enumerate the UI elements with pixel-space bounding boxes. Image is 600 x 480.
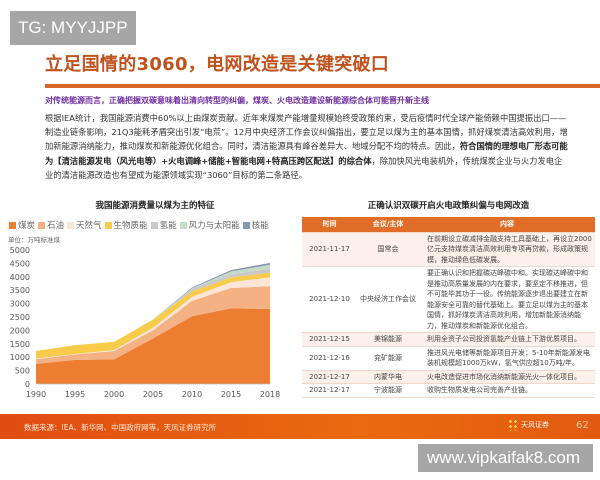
cell-meeting: 中央经济工作会议 — [360, 295, 416, 304]
legend-swatch — [150, 221, 158, 229]
cell-meeting: 兖矿能源 — [374, 353, 402, 362]
header-meeting: 会议/主体 — [357, 217, 419, 232]
y-tick-label: 2000 — [10, 326, 30, 335]
legend-label: 氢能 — [159, 221, 177, 231]
chart-title: 我国能源消费量以煤为主的特征 — [95, 201, 215, 211]
data-source: 数据来源：IEA、新华网、中国政府网等，天风证券研究所 — [24, 423, 217, 432]
y-tick-label: 1500 — [10, 340, 30, 349]
y-tick-label: 4500 — [10, 259, 30, 268]
body-text: 根据IEA统计，我国能源消费中60%以上由煤炭贡献。近年来煤炭产能增量规模始终受… — [45, 111, 570, 182]
footer-bar: 数据来源：IEA、新华网、中国政府网等，天风证券研究所 天风证券 62 — [0, 414, 600, 439]
table-row: 2021-12-16 兖矿能源 推进风光电储等新能源项目开发；5-10年新能源发电装… — [302, 346, 595, 370]
slide-subtitle: 对传统能源而言，正确把握双碳意味着出清向转型的纠偏，煤炭、火电改造建设新能源综合… — [45, 96, 429, 105]
cell-meeting: 国常会 — [357, 232, 419, 267]
y-tick-label: 3000 — [10, 300, 30, 309]
legend-label: 煤炭 — [18, 221, 36, 231]
company-logo: 天风证券 — [508, 419, 549, 431]
cell-content: 收购生物质发电公司完善产业链。 — [427, 386, 532, 394]
area-series-0 — [36, 308, 270, 384]
y-tick-label: 1000 — [10, 353, 30, 362]
energy-consumption-chart: 0 500 1000 1500 2000 2500 3000 3500 4000 4500 5000… — [10, 246, 281, 399]
cell-time: 2021-12-17 — [309, 386, 350, 394]
legend-label: 天然气 — [76, 221, 102, 231]
table-row: 2021-12-17 宁波能源 收购生物质发电公司完善产业链。 — [302, 384, 595, 397]
legend-swatch — [38, 221, 46, 229]
legend-label: 生物质能 — [113, 221, 148, 231]
x-tick-label: 2005 — [143, 390, 163, 399]
legend-swatch — [67, 221, 75, 229]
y-tick-label: 3500 — [10, 286, 30, 295]
y-tick-label: 2500 — [10, 313, 30, 322]
y-tick-label: 4000 — [10, 273, 30, 282]
cell-meeting: 美锦能源 — [357, 332, 419, 346]
body-p1: 根据IEA统计，我国能源消费中60%以上由煤炭贡献。近年来煤炭产能增量规模始终受… — [45, 113, 568, 152]
legend-label: 石油 — [47, 221, 65, 231]
table-row: 2021-12-17 内蒙华电 火电改造促进市场化消纳新能源光火一体化项目。 — [302, 370, 595, 384]
chart-legend: 煤炭 石油 天然气 生物质能 氢能 风力与太阳能 核能 — [6, 219, 269, 231]
legend-label: 核能 — [251, 221, 269, 231]
body-bold: 符合国情的理想电厂形态可能为【清洁能源发电（风光电等）+火电调峰+储能+智能电网… — [45, 141, 568, 166]
slide-title: 立足国情的3060，电网改造是关键突破口 — [45, 54, 390, 75]
policy-table: 时间 会议/主体 内容 2021-11-17 国常会 在前期设立碳减排金融支持工具基… — [302, 217, 595, 398]
legend-label: 风力与太阳能 — [188, 221, 240, 231]
table-row: 2021-11-17 国常会 在前期设立碳减排金融支持工具基础上，再设立2000亿元… — [302, 232, 595, 267]
cell-time: 2021-12-17 — [302, 370, 357, 384]
x-tick-label: 2015 — [221, 390, 241, 399]
logo-text: 天风证券 — [521, 421, 549, 429]
area-series-2 — [36, 277, 270, 360]
chart-unit-label: 单位：万吨标准煤 — [8, 236, 60, 244]
area-series-1 — [36, 286, 270, 364]
title-underline — [45, 84, 600, 88]
x-tick-label: 2018 — [260, 390, 280, 399]
cell-meeting: 内蒙华电 — [357, 370, 419, 384]
header-content: 内容 — [419, 217, 595, 232]
legend-swatch — [104, 221, 112, 229]
watermark-top-left: TG: MYYJJPP — [10, 11, 136, 45]
cell-time: 2021-11-17 — [302, 232, 357, 267]
legend-swatch — [242, 221, 250, 229]
body-p2: ，除加快风光电装机外，传统煤炭企业与火力发电企业的清洁能源改造也有望成为能源领域… — [45, 155, 563, 180]
cell-time: 2021-12-10 — [309, 295, 350, 304]
cell-meeting: 宁波能源 — [374, 386, 402, 394]
watermark-bottom-right: www.vipkaifak8.com — [418, 444, 593, 472]
area-series-3 — [36, 272, 270, 359]
x-tick-label: 2000 — [104, 390, 124, 399]
cell-content: 推进风光电储等新能源项目开发；5-10年新能源发电装机规模超1000万kW，氢气… — [427, 348, 590, 368]
legend-swatch — [179, 221, 187, 229]
table-row: 2021-12-10 中央经济工作会议 要正确认识和把握碳达峰碳中和。实现碳达峰碳中… — [302, 267, 595, 333]
x-tick-label: 1995 — [65, 390, 85, 399]
page-number: 62 — [576, 420, 589, 431]
header-time: 时间 — [302, 217, 357, 232]
x-tick-label: 1990 — [26, 390, 46, 399]
cell-time: 2021-12-16 — [309, 353, 350, 362]
y-tick-label: 500 — [15, 367, 30, 376]
cell-time: 2021-12-15 — [302, 332, 357, 346]
table-title: 正确认识双碳开启火电政策纠偏与电网改造 — [367, 201, 530, 211]
cell-content: 要正确认识和把握碳达峰碳中和。实现碳达峰碳中和是推动高质量发展的内在要求，要坚定… — [427, 269, 588, 330]
y-tick-label: 5000 — [10, 246, 30, 255]
y-tick-label: 0 — [25, 380, 30, 389]
x-tick-label: 2010 — [182, 390, 202, 399]
table-row: 2021-12-15 美锦能源 利用全资子公司投资氢能产业链上下游优质项目。 — [302, 332, 595, 346]
cell-content: 利用全资子公司投资氢能产业链上下游优质项目。 — [419, 332, 595, 346]
cell-content: 火电改造促进市场化消纳新能源光火一体化项目。 — [419, 370, 595, 384]
logo-icon — [508, 419, 518, 431]
cell-content: 在前期设立碳减排金融支持工具基础上，再设立2000亿元支持煤炭清洁高效利用专项再… — [419, 232, 595, 267]
legend-swatch — [9, 221, 16, 229]
